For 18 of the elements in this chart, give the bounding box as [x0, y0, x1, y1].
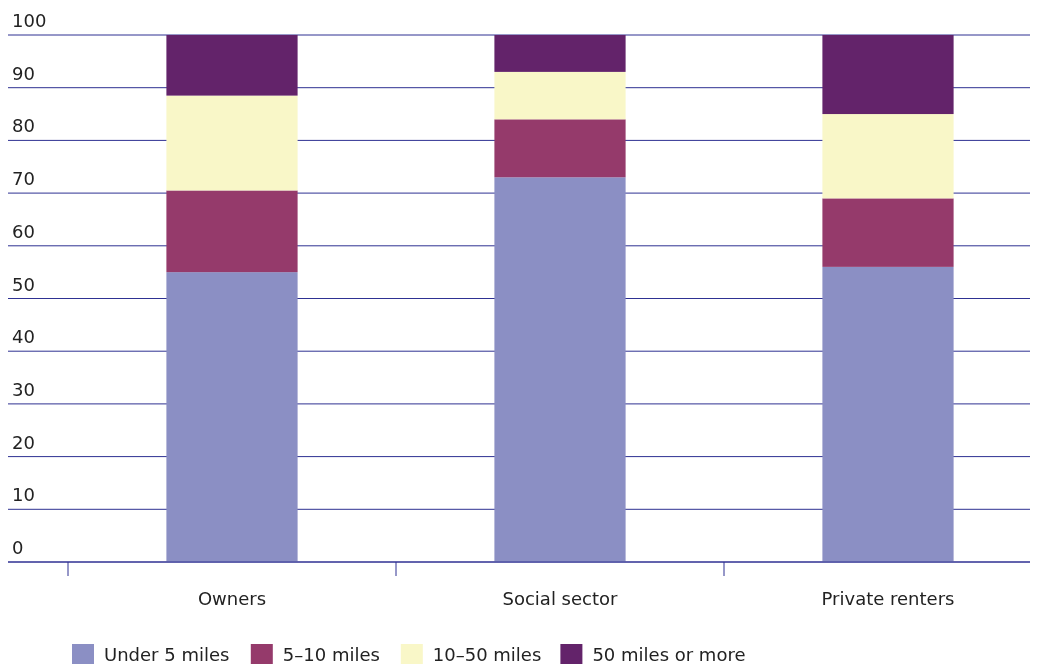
- y-tick-label: 10: [12, 484, 35, 506]
- x-tick-label: Owners: [197, 588, 267, 609]
- y-tick-label: 50: [12, 273, 35, 295]
- legend-label: 10–50 miles: [432, 644, 542, 665]
- legend-label: 50 miles or more: [592, 644, 746, 665]
- x-tick-label: Social sector: [502, 588, 619, 609]
- y-tick-label: 20: [12, 431, 35, 453]
- y-tick-label: 60: [12, 220, 35, 242]
- y-tick-label: 0: [12, 537, 24, 558]
- y-tick-label: 40: [12, 326, 35, 348]
- x-tick-label: Private renters: [821, 588, 955, 609]
- legend-label: Under 5 miles: [104, 644, 230, 665]
- y-tick-label: 100: [12, 10, 47, 31]
- y-tick-label: 90: [12, 62, 35, 84]
- y-tick-label: 70: [12, 168, 35, 190]
- y-tick-label: 30: [12, 378, 35, 400]
- y-tick-label: 80: [12, 115, 35, 137]
- legend-label: 5–10 miles: [282, 644, 380, 665]
